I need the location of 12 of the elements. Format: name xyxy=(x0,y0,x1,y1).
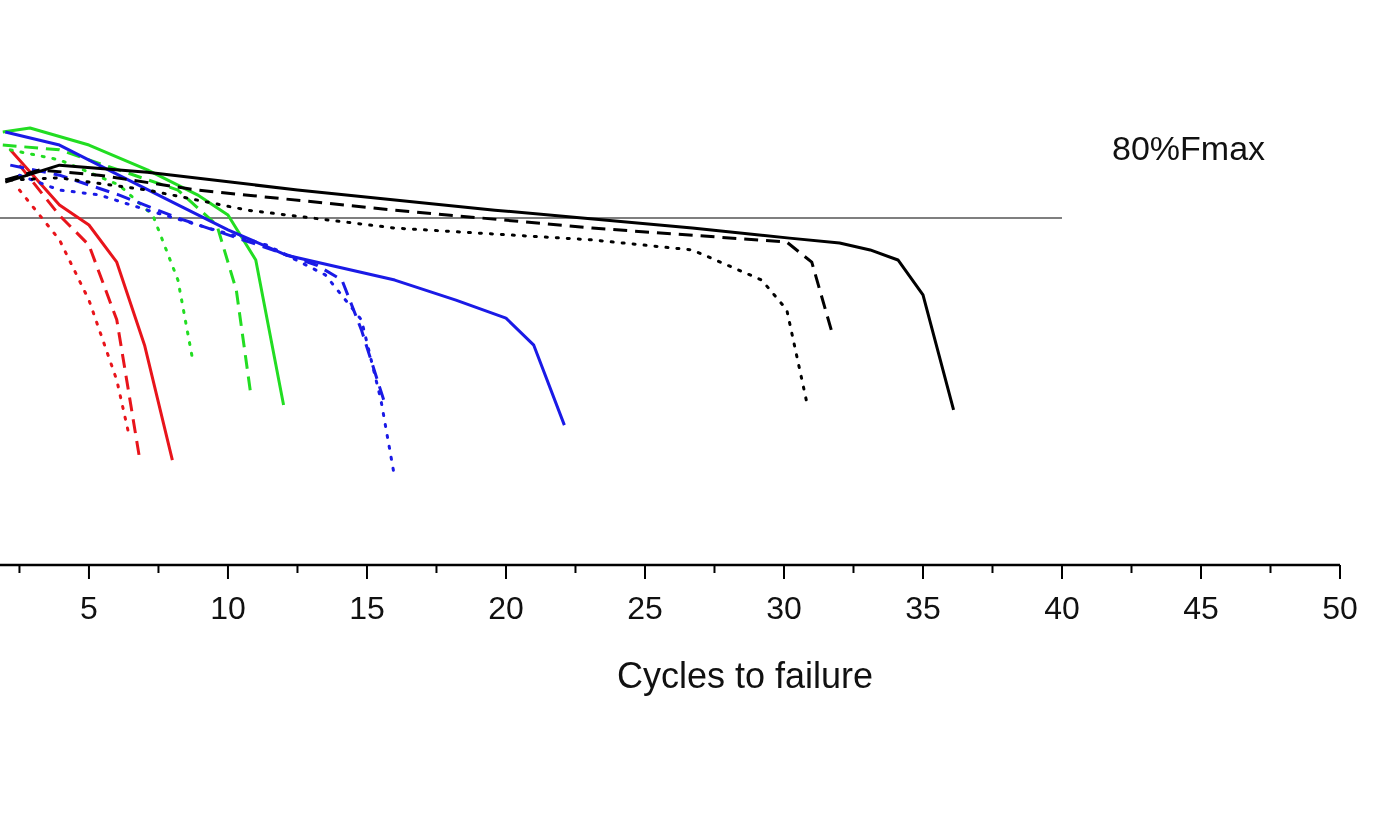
x-tick-label: 30 xyxy=(766,590,802,626)
x-tick-label: 15 xyxy=(349,590,385,626)
x-tick-label: 10 xyxy=(210,590,246,626)
x-tick-label: 45 xyxy=(1183,590,1219,626)
x-tick-label: 40 xyxy=(1044,590,1080,626)
x-tick-label: 50 xyxy=(1322,590,1358,626)
x-tick-label: 25 xyxy=(627,590,663,626)
x-tick-label: 20 xyxy=(488,590,524,626)
ref-line-label: 80%Fmax xyxy=(1112,129,1266,168)
x-tick-label: 5 xyxy=(80,590,98,626)
x-axis-title: Cycles to failure xyxy=(616,655,874,696)
x-tick-label: 35 xyxy=(905,590,941,626)
